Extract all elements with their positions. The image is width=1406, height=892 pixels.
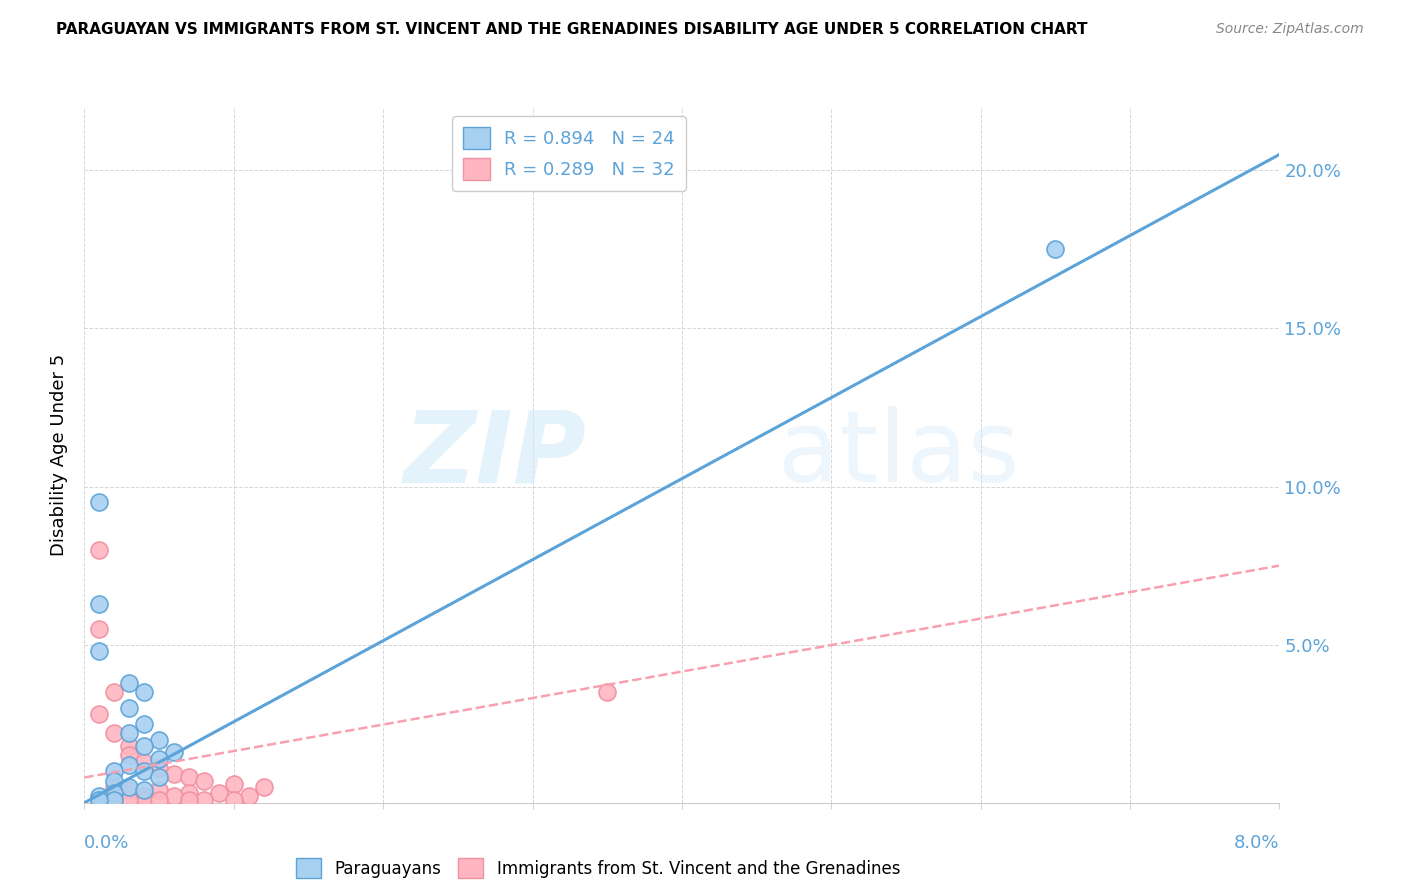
Point [103, 726, 125, 740]
Point [89, 597, 111, 611]
Point [193, 792, 215, 806]
Point [222, 792, 245, 806]
Text: 8.0%: 8.0% [1234, 834, 1279, 852]
Point [177, 786, 200, 800]
Point [163, 745, 186, 759]
Point [89, 792, 111, 806]
Point [148, 761, 170, 775]
Point [132, 783, 156, 797]
Point [132, 685, 156, 699]
Point [163, 767, 186, 781]
Point [132, 716, 156, 731]
Text: Source: ZipAtlas.com: Source: ZipAtlas.com [1216, 22, 1364, 37]
Point [148, 783, 170, 797]
Point [103, 792, 125, 806]
Point [118, 783, 141, 797]
Text: PARAGUAYAN VS IMMIGRANTS FROM ST. VINCENT AND THE GRENADINES DISABILITY AGE UNDE: PARAGUAYAN VS IMMIGRANTS FROM ST. VINCEN… [56, 22, 1088, 37]
Point [193, 773, 215, 788]
Text: atlas: atlas [778, 407, 1019, 503]
Point [89, 792, 111, 806]
Point [89, 644, 111, 658]
Point [103, 786, 125, 800]
Point [148, 792, 170, 806]
Point [118, 739, 141, 753]
Point [89, 789, 111, 804]
Point [103, 764, 125, 779]
Point [118, 780, 141, 794]
Legend: Paraguayans, Immigrants from St. Vincent and the Grenadines: Paraguayans, Immigrants from St. Vincent… [290, 851, 907, 885]
Point [132, 739, 156, 753]
Point [89, 622, 111, 636]
Point [132, 755, 156, 769]
Point [118, 675, 141, 690]
Point [103, 789, 125, 804]
Point [177, 771, 200, 785]
Point [89, 542, 111, 557]
Point [89, 495, 111, 509]
Point [118, 792, 141, 806]
Point [253, 780, 276, 794]
Point [1045, 243, 1067, 257]
Point [89, 707, 111, 722]
Point [103, 792, 125, 806]
Text: ZIP: ZIP [404, 407, 586, 503]
Point [208, 786, 231, 800]
Point [132, 792, 156, 806]
Point [148, 732, 170, 747]
Point [118, 748, 141, 763]
Point [163, 789, 186, 804]
Point [118, 726, 141, 740]
Point [177, 792, 200, 806]
Y-axis label: Disability Age Under 5: Disability Age Under 5 [49, 354, 67, 556]
Point [103, 773, 125, 788]
Point [222, 777, 245, 791]
Point [148, 771, 170, 785]
Text: 0.0%: 0.0% [84, 834, 129, 852]
Point [103, 780, 125, 794]
Point [238, 789, 260, 804]
Point [103, 685, 125, 699]
Point [148, 751, 170, 765]
Point [132, 764, 156, 779]
Point [132, 789, 156, 804]
Point [118, 757, 141, 772]
Point [118, 701, 141, 715]
Point [596, 685, 619, 699]
